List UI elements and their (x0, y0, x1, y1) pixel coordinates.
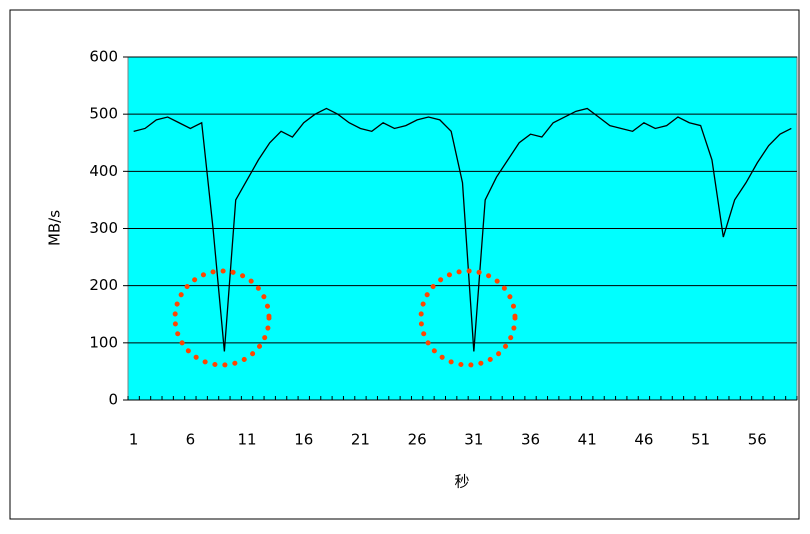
y-axis-label: MB/s (46, 210, 64, 246)
x-tick-label: 11 (238, 431, 257, 449)
y-tick-label: 300 (89, 219, 118, 237)
y-tick-label: 100 (89, 333, 118, 351)
x-tick-label: 41 (578, 431, 597, 449)
x-tick-label: 46 (634, 431, 653, 449)
x-tick-label: 16 (294, 431, 313, 449)
highlight-circle (172, 268, 272, 368)
highlight-circle (418, 268, 518, 368)
y-tick-label: 0 (108, 391, 118, 409)
y-tick-label: 600 (89, 48, 118, 66)
x-tick-label: 21 (351, 431, 370, 449)
x-tick-label: 51 (691, 431, 710, 449)
data-line (133, 107, 792, 352)
x-tick-label: 1 (129, 431, 139, 449)
x-tick-label: 36 (521, 431, 540, 449)
x-tick-label: 6 (186, 431, 196, 449)
y-tick-label: 500 (89, 105, 118, 123)
x-axis-label: 秒 (454, 473, 469, 491)
x-tick-label: 56 (748, 431, 767, 449)
x-tick-label: 31 (464, 431, 483, 449)
y-tick-label: 200 (89, 276, 118, 294)
y-tick-label: 400 (89, 162, 118, 180)
x-tick-label: 26 (408, 431, 427, 449)
